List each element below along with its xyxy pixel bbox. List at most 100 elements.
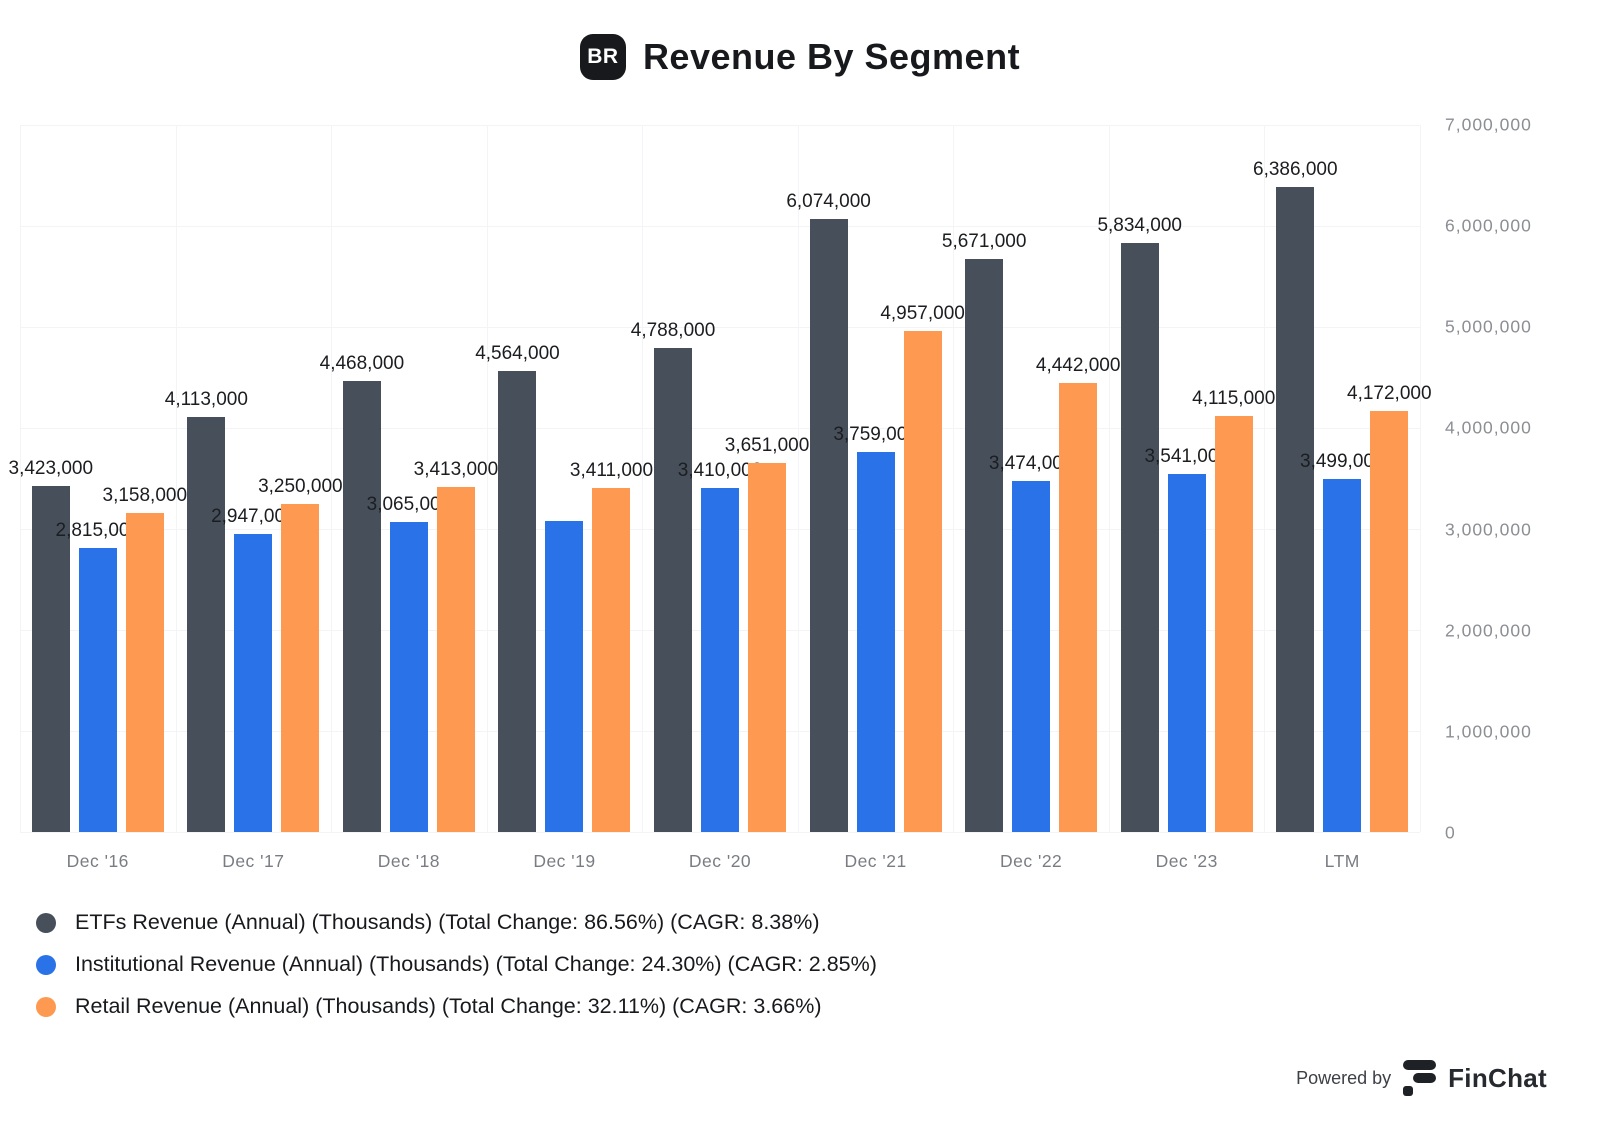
bar-group-ltm: 6,386,000 3,499,000 4,172,000 xyxy=(1253,125,1432,832)
bar-institutional-dec20[interactable]: 3,410,000 xyxy=(678,460,762,832)
bar-etfs-dec18[interactable]: 4,468,000 xyxy=(320,353,404,832)
legend-label: Retail Revenue (Annual) (Thousands) (Tot… xyxy=(75,994,822,1018)
y-tick-label: 7,000,000 xyxy=(1445,114,1532,135)
chart-title: Revenue By Segment xyxy=(642,36,1021,77)
bar-value-label: 4,113,000 xyxy=(164,388,248,410)
bar-value-label: 5,834,000 xyxy=(1097,214,1182,236)
finchat-wordmark: FinChat xyxy=(1448,1062,1547,1093)
x-tick-label-dec22: Dec '22 xyxy=(1000,851,1063,871)
gridline-horizontal xyxy=(20,327,1420,328)
y-axis: 7,000,000 6,000,000 5,000,000 4,000,000 3,00… xyxy=(1445,115,1595,843)
bar-institutional-dec16[interactable]: 2,815,000 xyxy=(56,520,140,832)
powered-by-label: Powered by xyxy=(1296,1067,1392,1088)
x-tick-label-dec21: Dec '21 xyxy=(844,851,907,871)
x-tick-label-ltm: LTM xyxy=(1324,851,1360,871)
bar-etfs-dec23[interactable]: 5,834,000 xyxy=(1097,215,1182,832)
gridline-vertical xyxy=(331,125,333,832)
gridline-horizontal xyxy=(20,428,1420,429)
bar-group-dec23: 5,834,000 3,541,000 4,115,000 xyxy=(1097,125,1275,832)
bar-etfs-dec21[interactable]: 6,074,000 xyxy=(786,191,871,832)
x-tick-label-dec20: Dec '20 xyxy=(688,851,752,871)
bar-value-label: 4,788,000 xyxy=(630,320,716,342)
bar-group-dec19: 4,564,000 3,411,000 xyxy=(475,125,653,832)
bar-group-dec16: 3,423,000 2,815,000 3,158,000 xyxy=(9,125,187,832)
y-tick-label: 1,000,000 xyxy=(1445,721,1532,742)
bar-group-dec20: 4,788,000 3,410,000 3,651,000 xyxy=(631,125,809,832)
bar-retail-dec20[interactable]: 3,651,000 xyxy=(725,435,809,832)
gridline-horizontal xyxy=(20,832,1420,833)
chart-header: BR Revenue By Segment xyxy=(0,34,1600,80)
bar-value-label: 3,065,000 xyxy=(366,494,452,516)
bar-retail-ltm[interactable]: 4,172,000 xyxy=(1347,383,1432,832)
gridline-vertical xyxy=(953,125,955,832)
bar-institutional-dec18[interactable]: 3,065,000 xyxy=(367,494,451,832)
bar-value-label: 3,158,000 xyxy=(102,485,188,507)
bar-value-label: 4,115,000 xyxy=(1192,388,1276,410)
bar-institutional-dec17[interactable]: 2,947,000 xyxy=(211,506,296,832)
bar-value-label: 3,250,000 xyxy=(258,475,343,497)
bar-value-label: 4,564,000 xyxy=(475,343,560,365)
bar-value-label: 4,172,000 xyxy=(1347,382,1432,404)
bar-value-label: 4,468,000 xyxy=(319,352,405,374)
gridline-vertical xyxy=(1108,125,1110,832)
x-tick-label-dec16: Dec '16 xyxy=(66,851,129,871)
bar-retail-dec18[interactable]: 3,413,000 xyxy=(414,459,498,832)
bar-value-label: 3,759,000 xyxy=(833,424,918,446)
bar-institutional-dec21[interactable]: 3,759,000 xyxy=(833,424,918,832)
bar-group-dec17: 4,113,000 2,947,000 3,250,000 xyxy=(165,125,343,832)
legend-dot-icon xyxy=(36,912,56,933)
legend-item-retail[interactable]: Retail Revenue (Annual) (Thousands) (Tot… xyxy=(36,994,877,1019)
legend-dot-icon xyxy=(36,954,56,975)
gridline-vertical xyxy=(175,125,177,832)
bar-value-label: 4,957,000 xyxy=(880,303,965,325)
bar-groups: 3,423,000 2,815,000 3,158,000 4,113,000 2,94… xyxy=(9,125,1432,832)
bar-value-label: 3,423,000 xyxy=(8,458,94,480)
bar-etfs-dec16[interactable]: 3,423,000 xyxy=(9,458,93,832)
bar-retail-dec21[interactable]: 4,957,000 xyxy=(880,303,965,832)
gridline-vertical xyxy=(20,125,21,832)
legend-label: Institutional Revenue (Annual) (Thousand… xyxy=(75,952,877,976)
bar-value-label: 3,410,000 xyxy=(677,459,763,481)
y-tick-label: 6,000,000 xyxy=(1445,215,1532,236)
bar-group-dec18: 4,468,000 3,065,000 3,413,000 xyxy=(320,125,498,832)
bar-etfs-dec20[interactable]: 4,788,000 xyxy=(631,320,715,832)
bar-retail-dec22[interactable]: 4,442,000 xyxy=(1036,355,1120,832)
bar-institutional-dec19[interactable] xyxy=(545,520,584,832)
bar-etfs-dec22[interactable]: 5,671,000 xyxy=(942,231,1026,832)
legend-item-institutional[interactable]: Institutional Revenue (Annual) (Thousand… xyxy=(36,952,877,977)
bar-value-label: 3,651,000 xyxy=(724,435,810,457)
bar-retail-dec19[interactable]: 3,411,000 xyxy=(570,460,653,832)
y-tick-label: 4,000,000 xyxy=(1445,417,1532,438)
br-logo-icon: BR xyxy=(579,34,626,80)
y-tick-label: 2,000,000 xyxy=(1445,620,1532,641)
bar-value-label: 3,411,000 xyxy=(569,459,654,481)
bar-value-label: 4,442,000 xyxy=(1035,355,1121,377)
legend: ETFs Revenue (Annual) (Thousands) (Total… xyxy=(36,910,877,1019)
y-tick-label: 0 xyxy=(1445,822,1456,843)
gridline-vertical xyxy=(797,125,799,832)
x-tick-label-dec18: Dec '18 xyxy=(377,851,441,871)
legend-dot-icon xyxy=(36,996,56,1017)
bar-etfs-dec17[interactable]: 4,113,000 xyxy=(165,389,248,832)
bar-value-label: 3,541,000 xyxy=(1144,446,1229,468)
bar-value-label: 3,499,000 xyxy=(1300,450,1385,472)
bar-etfs-dec19[interactable]: 4,564,000 xyxy=(475,343,560,832)
plot-area: 3,423,000 2,815,000 3,158,000 4,113,000 2,94… xyxy=(9,125,1432,833)
bar-institutional-dec23[interactable]: 3,541,000 xyxy=(1144,446,1229,832)
bar-value-label: 6,386,000 xyxy=(1253,159,1338,181)
bar-retail-dec17[interactable]: 3,250,000 xyxy=(258,476,343,832)
bar-retail-dec16[interactable]: 3,158,000 xyxy=(103,485,187,832)
bar-institutional-ltm[interactable]: 3,499,000 xyxy=(1300,451,1385,832)
legend-label: ETFs Revenue (Annual) (Thousands) (Total… xyxy=(75,910,820,934)
bar-value-label: 3,413,000 xyxy=(413,459,499,481)
legend-item-etfs[interactable]: ETFs Revenue (Annual) (Thousands) (Total… xyxy=(36,910,877,935)
gridline-vertical xyxy=(1264,125,1266,832)
bar-retail-dec23[interactable]: 4,115,000 xyxy=(1192,388,1275,832)
gridline-vertical xyxy=(1420,125,1421,832)
bar-institutional-dec22[interactable]: 3,474,000 xyxy=(989,453,1073,832)
bar-etfs-ltm[interactable]: 6,386,000 xyxy=(1253,159,1338,832)
br-logo-text: BR xyxy=(587,45,619,68)
bar-value-label: 2,815,000 xyxy=(55,519,141,541)
gridline-vertical xyxy=(486,125,488,832)
